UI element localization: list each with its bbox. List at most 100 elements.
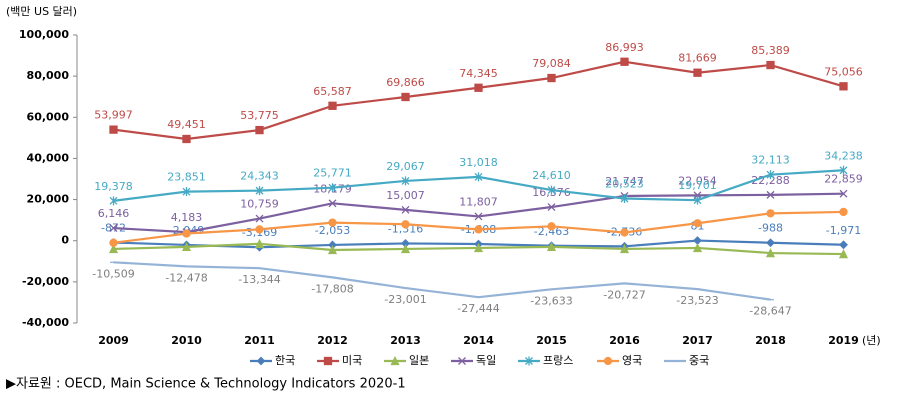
marker — [401, 220, 410, 229]
data-label: 6,146 — [98, 207, 130, 220]
source-note: ▶자료원 : OECD, Main Science & Technology I… — [6, 377, 406, 392]
legend-marker — [458, 357, 466, 365]
marker — [473, 242, 484, 253]
marker — [254, 238, 265, 248]
y-tick-label: 60,000 — [27, 110, 70, 123]
marker — [182, 229, 191, 238]
marker — [328, 101, 337, 110]
data-label: 19,701 — [678, 179, 717, 192]
marker — [766, 238, 775, 248]
marker — [766, 209, 775, 218]
data-label: 75,056 — [824, 65, 863, 78]
data-label: 86,993 — [605, 41, 644, 54]
marker — [328, 218, 337, 227]
marker — [766, 170, 775, 180]
marker — [547, 73, 556, 83]
marker — [255, 186, 264, 196]
x-tick-label: 2018 — [755, 334, 786, 347]
marker — [547, 203, 556, 211]
marker — [109, 238, 118, 247]
data-label: -988 — [758, 222, 783, 235]
data-label: -23,001 — [384, 293, 426, 306]
marker — [327, 245, 338, 255]
y-tick-label: 0 — [61, 234, 69, 247]
legend-label: 일본 — [409, 353, 429, 367]
data-label: 20,523 — [605, 177, 644, 190]
data-label: 32,113 — [751, 154, 790, 167]
legend-label: 영국 — [622, 354, 642, 367]
data-label: -10,509 — [92, 267, 134, 280]
x-tick-label: 2019 — [828, 334, 859, 347]
data-label: -13,344 — [238, 273, 280, 286]
marker — [620, 193, 629, 203]
marker — [401, 176, 410, 186]
marker — [839, 82, 848, 91]
marker — [474, 225, 483, 234]
marker — [328, 183, 337, 193]
marker — [620, 57, 629, 66]
data-label: -23,633 — [530, 294, 572, 307]
data-label: 29,067 — [386, 160, 425, 173]
marker — [182, 187, 191, 197]
data-label: -12,478 — [165, 271, 207, 284]
marker — [838, 249, 849, 259]
marker — [182, 134, 191, 144]
y-tick-label: 80,000 — [27, 69, 70, 82]
legend-label: 프랑스 — [543, 354, 573, 367]
data-label: 19,378 — [94, 180, 133, 193]
marker — [328, 199, 337, 208]
marker — [109, 196, 118, 206]
y-tick-label: 20,000 — [27, 193, 70, 206]
data-label: 22,859 — [824, 173, 863, 186]
data-label: 53,775 — [240, 109, 279, 122]
x-unit: (년) — [862, 334, 881, 347]
marker — [839, 240, 848, 250]
marker — [401, 92, 410, 102]
legend-label: 한국 — [275, 354, 295, 367]
data-label: 49,451 — [167, 118, 206, 131]
legend-marker — [323, 356, 333, 366]
marker — [693, 195, 702, 205]
legend-marker — [525, 356, 533, 366]
data-label: 24,610 — [532, 169, 571, 182]
marker — [839, 189, 848, 198]
marker — [693, 219, 702, 228]
marker — [839, 165, 848, 175]
x-tick-label: 2016 — [609, 334, 640, 347]
data-label: 31,018 — [459, 156, 498, 169]
data-label: -28,647 — [749, 305, 791, 318]
marker — [474, 172, 483, 182]
data-label: 4,183 — [171, 211, 203, 224]
marker — [255, 225, 264, 234]
data-label: 24,343 — [240, 170, 279, 183]
data-label: -23,523 — [676, 294, 718, 307]
legend-label: 독일 — [476, 353, 496, 367]
data-label: 69,866 — [386, 76, 425, 89]
legend-label: 중국 — [689, 354, 709, 367]
y-unit: (백만 US 달러) — [6, 5, 77, 18]
data-label: -2,053 — [315, 224, 350, 237]
marker — [474, 83, 483, 92]
data-label: -1,971 — [826, 224, 861, 237]
marker — [547, 185, 556, 195]
y-tick-label: 100,000 — [19, 28, 69, 41]
data-label: 65,587 — [313, 85, 352, 98]
marker — [474, 212, 483, 221]
marker — [546, 241, 557, 252]
marker — [401, 205, 410, 214]
x-tick-label: 2015 — [536, 334, 567, 347]
data-label: 21,747 — [605, 175, 644, 188]
data-label: 22,054 — [678, 174, 717, 187]
data-label: 15,007 — [386, 189, 425, 202]
marker — [108, 243, 119, 254]
x-tick-label: 2011 — [244, 334, 275, 347]
data-label: 23,851 — [167, 171, 206, 184]
marker — [255, 125, 264, 135]
x-tick-label: 2013 — [390, 334, 421, 347]
marker — [400, 243, 411, 254]
data-label: 85,389 — [751, 44, 790, 57]
data-label: -20,727 — [603, 288, 645, 301]
data-label: 25,771 — [313, 167, 352, 180]
x-tick-label: 2010 — [171, 334, 202, 347]
